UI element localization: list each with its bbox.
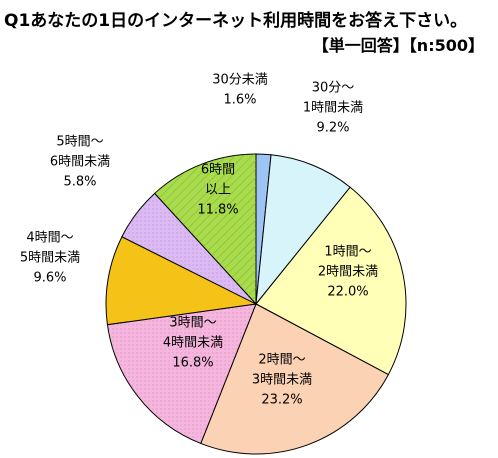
slice-label-5: 5時間未満 xyxy=(20,251,80,266)
slice-label-5: 4時間～ xyxy=(26,231,73,246)
slice-label-3: 3時間未満 xyxy=(252,373,312,388)
slice-label-1: 1時間未満 xyxy=(303,101,363,116)
pie-slice-texture-6 xyxy=(121,193,256,304)
slice-value-5: 9.6% xyxy=(33,271,66,286)
slice-label-3: 2時間～ xyxy=(258,353,305,368)
chart-title: Q1あなたの1日のインターネット利用時間をお答え下さい。 xyxy=(4,11,468,31)
slice-value-0: 1.6% xyxy=(223,93,256,108)
pie-slice-1 xyxy=(255,154,351,306)
pie-slice-texture-7 xyxy=(154,154,256,304)
slice-label-2: 2時間未満 xyxy=(318,265,378,280)
slice-label-0: 30分未満 xyxy=(212,73,268,88)
pie-slice-5 xyxy=(105,236,258,326)
slice-value-4: 16.8% xyxy=(172,356,213,371)
slice-value-6: 5.8% xyxy=(63,175,96,190)
slice-label-4: 4時間未満 xyxy=(163,336,223,351)
slice-label-2: 1時間～ xyxy=(324,245,371,260)
pie-slice-texture-4 xyxy=(107,304,257,444)
slice-value-7: 11.8% xyxy=(197,203,238,218)
slice-value-1: 9.2% xyxy=(316,121,349,136)
slice-label-6: 6時間未満 xyxy=(50,155,110,170)
pie-slice-3 xyxy=(200,303,390,455)
slice-value-2: 22.0% xyxy=(327,285,368,300)
chart-subtitle: 【単一回答】【n:500】 xyxy=(312,36,484,55)
slice-label-7: 6時間 xyxy=(201,163,235,178)
pie-slice-2 xyxy=(255,186,407,376)
slice-label-6: 5時間～ xyxy=(56,135,103,150)
slice-label-4: 3時間～ xyxy=(169,316,216,331)
slice-value-3: 23.2% xyxy=(261,393,302,408)
slice-label-7: 以上 xyxy=(205,183,231,198)
slice-label-1: 30分～ xyxy=(312,81,355,96)
